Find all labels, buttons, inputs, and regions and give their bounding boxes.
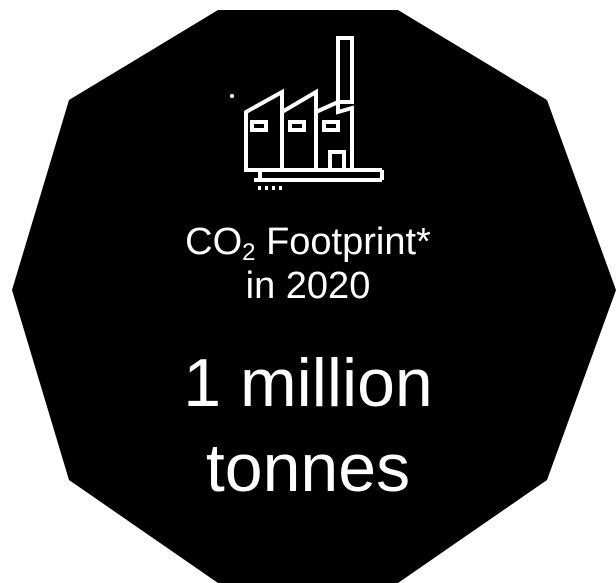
factory-icon [230,36,384,190]
badge-shape [12,10,616,583]
footprint-year-label: in 2020 [245,265,371,307]
footprint-label: CO2 Footprint* [0,220,616,269]
footprint-value-amount: 1 million [183,345,433,421]
footprint-value-unit: tonnes [205,430,411,506]
footprint-label-prefix: CO [185,221,243,263]
footprint-label-subscript: 2 [242,239,256,266]
footprint-label-suffix: Footprint* [255,221,431,263]
